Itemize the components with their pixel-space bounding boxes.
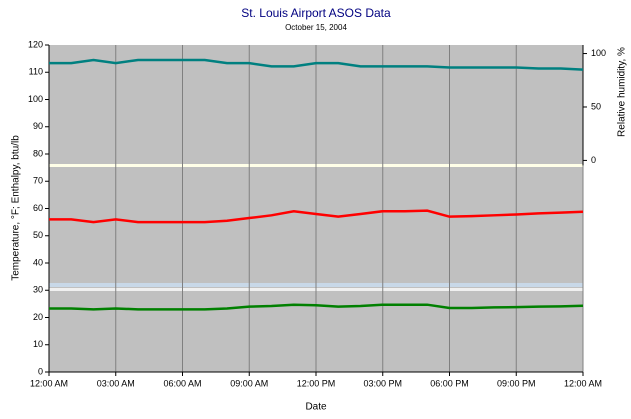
series-line [49, 58, 584, 71]
x-tick-label: 09:00 AM [230, 378, 268, 388]
chart-title: St. Louis Airport ASOS Data [241, 6, 391, 20]
y-tick-label: 20 [33, 312, 43, 322]
y-tick-label: 10 [33, 339, 43, 349]
x-tick-label: 09:00 PM [497, 378, 536, 388]
y-tick-label: 90 [33, 121, 43, 131]
series-line [49, 209, 584, 224]
chart-subtitle: October 15, 2004 [285, 23, 347, 32]
y-tick-label: 40 [33, 257, 43, 267]
y-tick-label: 110 [29, 67, 43, 77]
y2-tick-label: 100 [591, 48, 606, 58]
y-tick-label: 60 [33, 203, 43, 213]
x-tick-label: 03:00 AM [97, 378, 135, 388]
y-tick-label: 80 [33, 148, 43, 158]
y2-tick-label: 0 [591, 155, 596, 165]
x-tick-label: 12:00 AM [564, 378, 602, 388]
y-tick-label: 70 [33, 176, 43, 186]
y2-tick-label: 50 [591, 101, 601, 111]
x-tick-label: 06:00 PM [430, 378, 469, 388]
x-tick-label: 12:00 AM [30, 378, 68, 388]
y-tick-label: 30 [33, 285, 43, 295]
x-axis-label: Date [305, 402, 327, 413]
x-tick-label: 12:00 PM [297, 378, 336, 388]
x-tick-label: 03:00 PM [363, 378, 402, 388]
x-tick-label: 06:00 AM [163, 378, 201, 388]
y-tick-label: 50 [33, 230, 43, 240]
y-tick-label: 100 [28, 94, 43, 104]
y2-axis-label: Relative humidity, % [617, 47, 628, 137]
y-axis-label: Temperature, °F; Enthalpy, btu/lb [11, 135, 22, 281]
y-tick-label: 0 [38, 366, 43, 376]
y-tick-label: 120 [28, 39, 43, 49]
series-line [49, 303, 584, 311]
